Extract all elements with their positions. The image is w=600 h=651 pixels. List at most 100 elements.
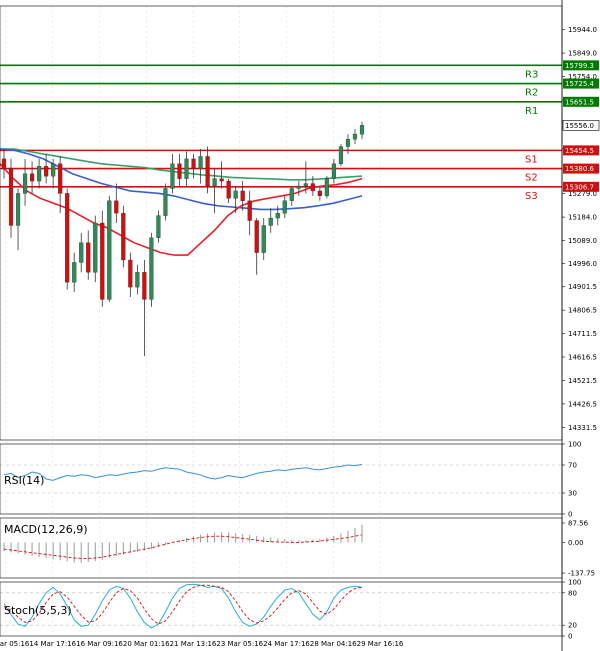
candle-body-bear: [310, 183, 315, 192]
level-price-label: 15799.3: [565, 62, 594, 70]
level-name-r2: R2: [525, 88, 538, 99]
candle: [170, 153, 175, 194]
candle: [93, 215, 98, 283]
candle: [128, 252, 133, 297]
candle: [352, 129, 358, 145]
y-tick-label: 15184.0: [568, 214, 597, 222]
x-tick-label: 14 Mar 17:16: [29, 640, 76, 648]
y-tick-label: 15279.0: [568, 190, 597, 198]
candle-body-bull: [282, 200, 287, 214]
sub-y-tick-label: 0: [568, 511, 572, 519]
candle-body-bull: [149, 237, 154, 300]
candle-body-bull: [184, 158, 189, 179]
x-tick-label: 20 Mar 01:16: [123, 640, 170, 648]
y-tick-label: 15849.0: [568, 50, 597, 58]
level-price-tag: [563, 145, 599, 156]
candle-body-bull: [37, 166, 42, 182]
candle: [198, 149, 203, 184]
candle-body-bear: [58, 163, 63, 194]
macd-signal-line: [3, 534, 363, 559]
candle-body-bull: [352, 134, 358, 140]
candle: [72, 252, 77, 293]
y-tick-label: 14996.0: [568, 260, 597, 268]
candle: [22, 158, 28, 206]
candle-body-bull: [22, 173, 28, 194]
candle-body-bull: [156, 215, 161, 238]
sub-y-tick-label: 70: [568, 462, 577, 470]
candle: [149, 232, 154, 307]
candle-body-bear: [226, 180, 231, 199]
candle-body-bull: [170, 163, 175, 189]
level-price-tag: [563, 163, 599, 174]
current-price-label: 15556.0: [565, 122, 594, 130]
level-price-tag: [563, 181, 599, 192]
macd-label: MACD(12,26,9): [4, 523, 88, 536]
sub-y-tick-label: 20: [568, 622, 577, 630]
level-price-label: 15454.5: [565, 147, 594, 155]
candle-body-bull: [324, 178, 329, 197]
x-tick-label: 23 Mar 05:16: [216, 640, 263, 648]
y-tick-label: 14806.5: [568, 307, 597, 315]
candle: [303, 161, 308, 194]
candle: [331, 158, 337, 184]
candle-body-bull: [93, 222, 98, 273]
candle: [268, 208, 273, 233]
candle: [86, 230, 91, 280]
candle: [205, 146, 210, 194]
stoch-main-line: [3, 583, 363, 629]
y-tick-label: 14331.5: [568, 424, 597, 432]
candle-body-bull: [212, 178, 217, 187]
y-tick-label: 14521.5: [568, 377, 597, 385]
candle: [324, 176, 329, 199]
candle: [79, 232, 84, 273]
candle-body-bear: [1, 158, 7, 169]
candle: [15, 188, 21, 251]
candle: [226, 178, 231, 204]
candle: [254, 218, 259, 275]
candle: [317, 186, 322, 201]
candle-body-bull: [135, 272, 140, 288]
candle: [282, 195, 287, 219]
candle-body-bear: [65, 193, 70, 283]
candle-body-bull: [359, 125, 365, 135]
sub-y-tick-label: 0.00: [568, 539, 584, 547]
candle-body-bear: [191, 158, 196, 169]
candle-body-bear: [317, 190, 322, 197]
level-price-label: 15651.5: [565, 98, 594, 106]
candle: [191, 153, 196, 179]
candle-body-bull: [331, 163, 337, 179]
candle-body-bull: [268, 217, 273, 226]
candle: [184, 151, 189, 187]
sub-y-tick-label: 0: [568, 633, 572, 641]
level-price-label: 15380.6: [565, 165, 594, 173]
candle: [37, 158, 42, 189]
stoch-label: Stoch(5,5,3): [4, 604, 72, 617]
candle: [65, 188, 70, 290]
candle-body-bear: [254, 220, 259, 253]
x-tick-label: 13 Mar 05:16: [0, 640, 30, 648]
candle: [51, 158, 56, 189]
sub-y-tick-label: 30: [568, 490, 577, 498]
candle-body-bull: [198, 156, 203, 169]
candle: [58, 156, 63, 214]
candle: [121, 205, 126, 268]
y-tick-label: 14426.5: [568, 400, 597, 408]
x-tick-label: 28 Mar 04:16: [310, 640, 357, 648]
candle-body-bull: [261, 225, 266, 253]
candle: [8, 158, 14, 238]
candle: [289, 186, 294, 206]
candle-body-bull: [107, 200, 112, 300]
candle-body-bear: [142, 272, 147, 300]
candle-body-bull: [79, 242, 84, 263]
candle-body-bull: [163, 188, 168, 216]
candle-body-bear: [177, 163, 182, 179]
candle-body-bull: [338, 146, 344, 164]
y-tick-label: 15089.0: [568, 237, 597, 245]
candle: [212, 168, 217, 214]
stoch-panel: [0, 583, 562, 629]
candle: [247, 190, 252, 236]
level-price-tag: [563, 60, 599, 71]
candle: [142, 259, 147, 357]
